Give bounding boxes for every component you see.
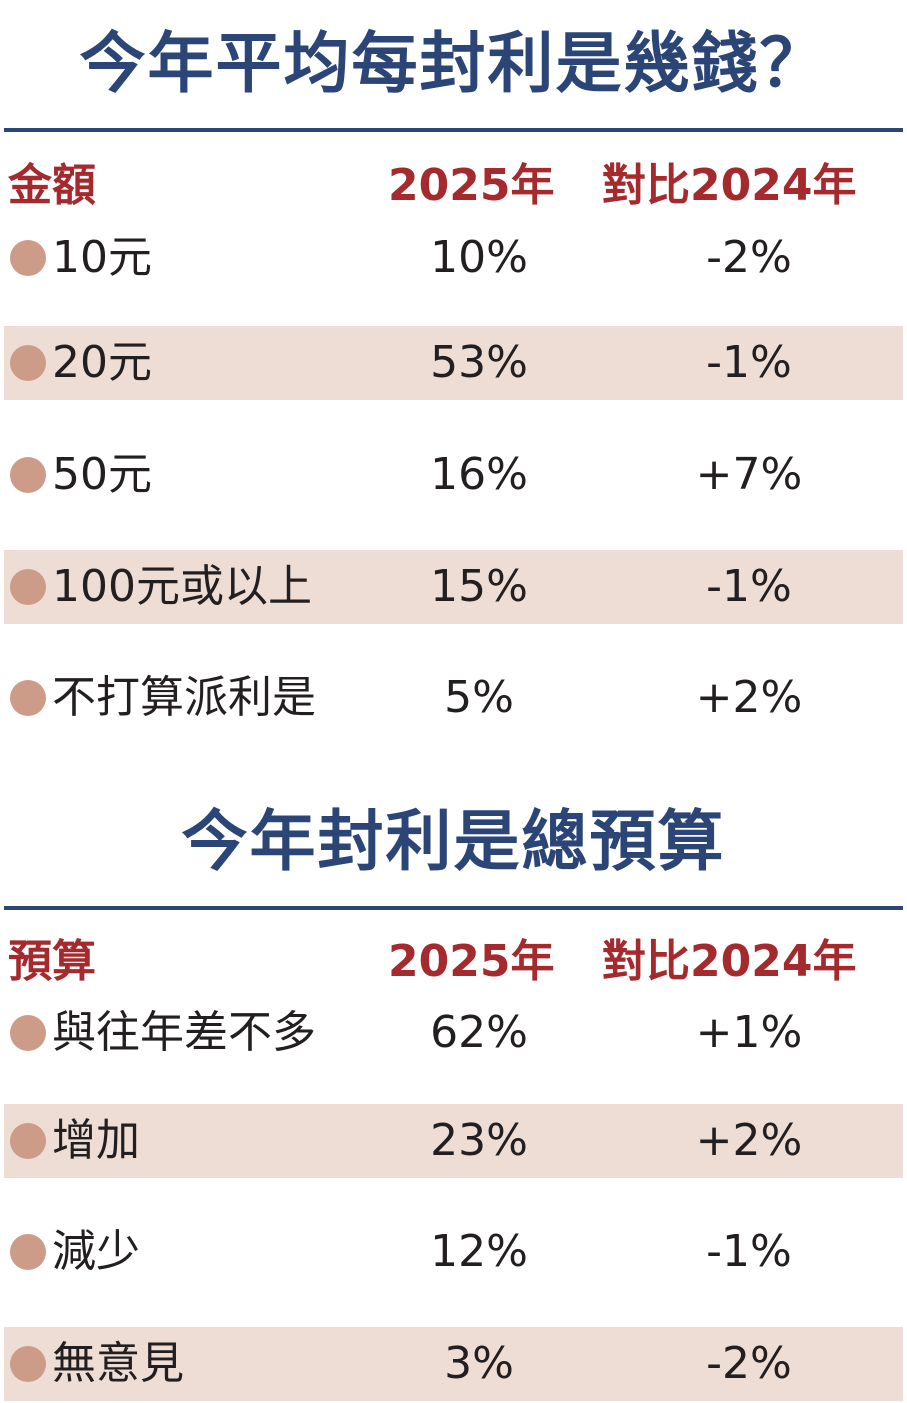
bullet-dot-icon	[10, 1123, 46, 1159]
row-change: -1%	[706, 1226, 792, 1277]
row-label: 減少	[52, 1226, 140, 1277]
section1-header-compare: 對比2024年	[602, 160, 857, 211]
row-value: 62%	[430, 1007, 528, 1058]
bullet-dot-icon	[10, 1346, 46, 1382]
row-change: +2%	[695, 672, 803, 723]
bullet-dot-icon	[10, 240, 46, 276]
row-label: 50元	[52, 449, 152, 500]
row-value: 5%	[444, 672, 514, 723]
row-label: 20元	[52, 337, 152, 388]
bullet-dot-icon	[10, 1015, 46, 1051]
section2-header-label: 預算	[8, 936, 96, 987]
row-change: +1%	[695, 1007, 803, 1058]
section1-header-label: 金額	[8, 160, 96, 211]
section2-title: 今年封利是總預算	[181, 803, 726, 880]
row-change: -1%	[706, 561, 792, 612]
bullet-dot-icon	[10, 345, 46, 381]
section1-header-year: 2025年	[388, 160, 555, 211]
section2-header-row: 預算 2025年 對比2024年	[0, 932, 907, 992]
row-value: 23%	[430, 1115, 528, 1166]
row-value: 12%	[430, 1226, 528, 1277]
section2-header-compare: 對比2024年	[602, 936, 857, 987]
section1-header-row: 金額 2025年 對比2024年	[0, 156, 907, 216]
row-change: -2%	[706, 232, 792, 283]
table-row: 20元 53% -1%	[4, 326, 903, 400]
section1-title: 今年平均每封利是幾錢？	[79, 25, 828, 102]
table-row: 減少 12% -1%	[4, 1215, 903, 1289]
row-label: 不打算派利是	[52, 672, 316, 723]
section2-header-year: 2025年	[388, 936, 555, 987]
row-label: 與往年差不多	[52, 1007, 316, 1058]
row-change: +2%	[695, 1115, 803, 1166]
row-label: 100元或以上	[52, 561, 312, 612]
row-label: 增加	[52, 1115, 140, 1166]
section1-divider	[4, 128, 903, 132]
table-row: 無意見 3% -2%	[4, 1327, 903, 1401]
row-change: -2%	[706, 1338, 792, 1389]
section2-divider	[4, 906, 903, 910]
row-change: +7%	[695, 449, 803, 500]
row-value: 10%	[430, 232, 528, 283]
row-label: 無意見	[52, 1338, 184, 1389]
table-row: 增加 23% +2%	[4, 1104, 903, 1178]
row-change: -1%	[706, 337, 792, 388]
bullet-dot-icon	[10, 1234, 46, 1270]
table-row: 10元 10% -2%	[4, 221, 903, 295]
bullet-dot-icon	[10, 457, 46, 493]
bullet-dot-icon	[10, 680, 46, 716]
row-value: 3%	[444, 1338, 514, 1389]
table-row: 不打算派利是 5% +2%	[4, 661, 903, 735]
table-row: 100元或以上 15% -1%	[4, 550, 903, 624]
row-label: 10元	[52, 232, 152, 283]
row-value: 16%	[430, 449, 528, 500]
bullet-dot-icon	[10, 569, 46, 605]
table-row: 50元 16% +7%	[4, 438, 903, 512]
row-value: 53%	[430, 337, 528, 388]
row-value: 15%	[430, 561, 528, 612]
table-row: 與往年差不多 62% +1%	[4, 996, 903, 1070]
